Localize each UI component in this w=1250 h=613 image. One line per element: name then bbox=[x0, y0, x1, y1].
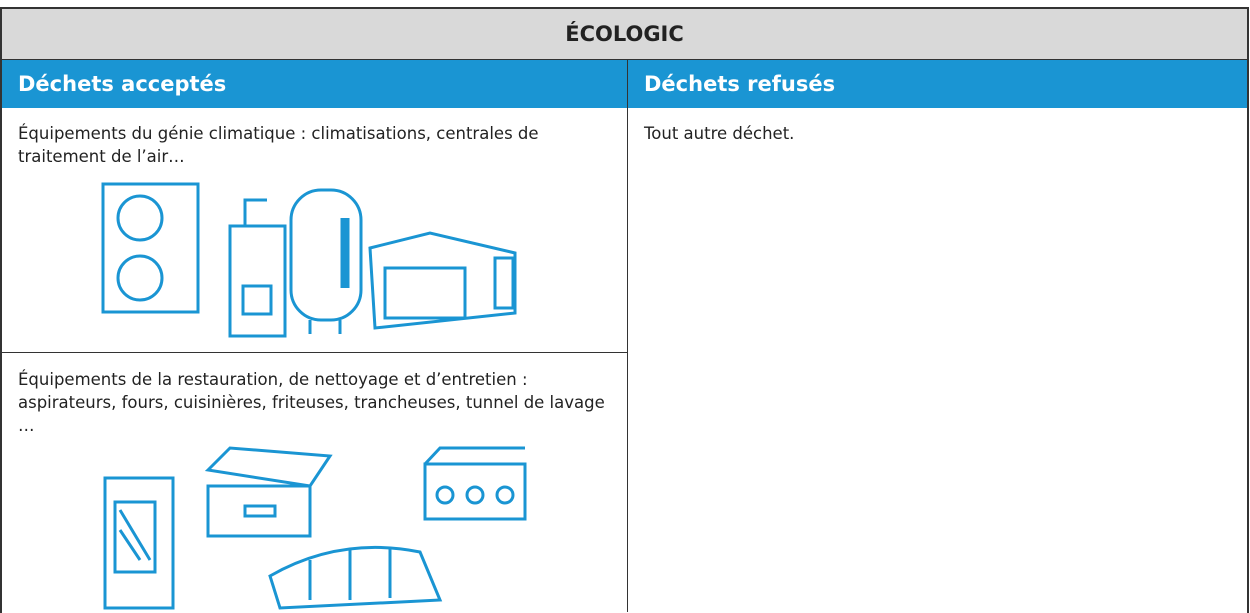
page: ÉCOLOGIC Déchets acceptés Déchets refusé… bbox=[0, 0, 1250, 612]
row-divider bbox=[2, 352, 627, 353]
column-header: Déchets refusés bbox=[628, 60, 1247, 108]
refused-item: Tout autre déchet. bbox=[628, 112, 1247, 155]
accepted-item: Équipements de la restauration, de netto… bbox=[2, 358, 627, 447]
accepted-item: Équipements du génie climatique : climat… bbox=[2, 112, 627, 178]
restaurant-equipment-illustration bbox=[100, 440, 580, 612]
climate-equipment-illustration bbox=[95, 178, 565, 348]
table-title: ÉCOLOGIC bbox=[2, 9, 1247, 60]
column-header: Déchets acceptés bbox=[2, 60, 627, 108]
